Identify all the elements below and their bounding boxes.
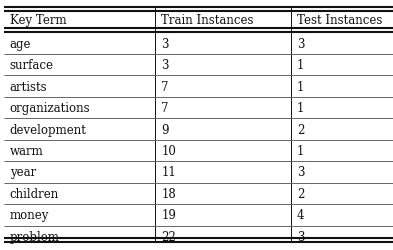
Text: 2: 2	[297, 123, 304, 136]
Text: 7: 7	[161, 102, 169, 115]
Text: surface: surface	[10, 59, 54, 72]
Text: 2: 2	[297, 187, 304, 200]
Text: 3: 3	[161, 38, 169, 51]
Text: 19: 19	[161, 208, 176, 222]
Text: money: money	[10, 208, 49, 222]
Text: 3: 3	[297, 38, 304, 51]
Text: 1: 1	[297, 102, 304, 115]
Text: age: age	[10, 38, 31, 51]
Text: 1: 1	[297, 59, 304, 72]
Text: organizations: organizations	[10, 102, 90, 115]
Text: problem: problem	[10, 230, 60, 243]
Text: 9: 9	[161, 123, 169, 136]
Text: 4: 4	[297, 208, 304, 222]
Text: children: children	[10, 187, 59, 200]
Text: Key Term: Key Term	[10, 14, 66, 27]
Text: 1: 1	[297, 144, 304, 157]
Text: 1: 1	[297, 80, 304, 93]
Text: 3: 3	[161, 59, 169, 72]
Text: 22: 22	[161, 230, 176, 243]
Text: 10: 10	[161, 144, 176, 157]
Text: 3: 3	[297, 230, 304, 243]
Text: year: year	[10, 166, 36, 179]
Text: development: development	[10, 123, 87, 136]
Text: Test Instances: Test Instances	[297, 14, 382, 27]
Text: artists: artists	[10, 80, 48, 93]
Text: 11: 11	[161, 166, 176, 179]
Text: 7: 7	[161, 80, 169, 93]
Text: warm: warm	[10, 144, 44, 157]
Text: 3: 3	[297, 166, 304, 179]
Text: Train Instances: Train Instances	[161, 14, 253, 27]
Text: 18: 18	[161, 187, 176, 200]
